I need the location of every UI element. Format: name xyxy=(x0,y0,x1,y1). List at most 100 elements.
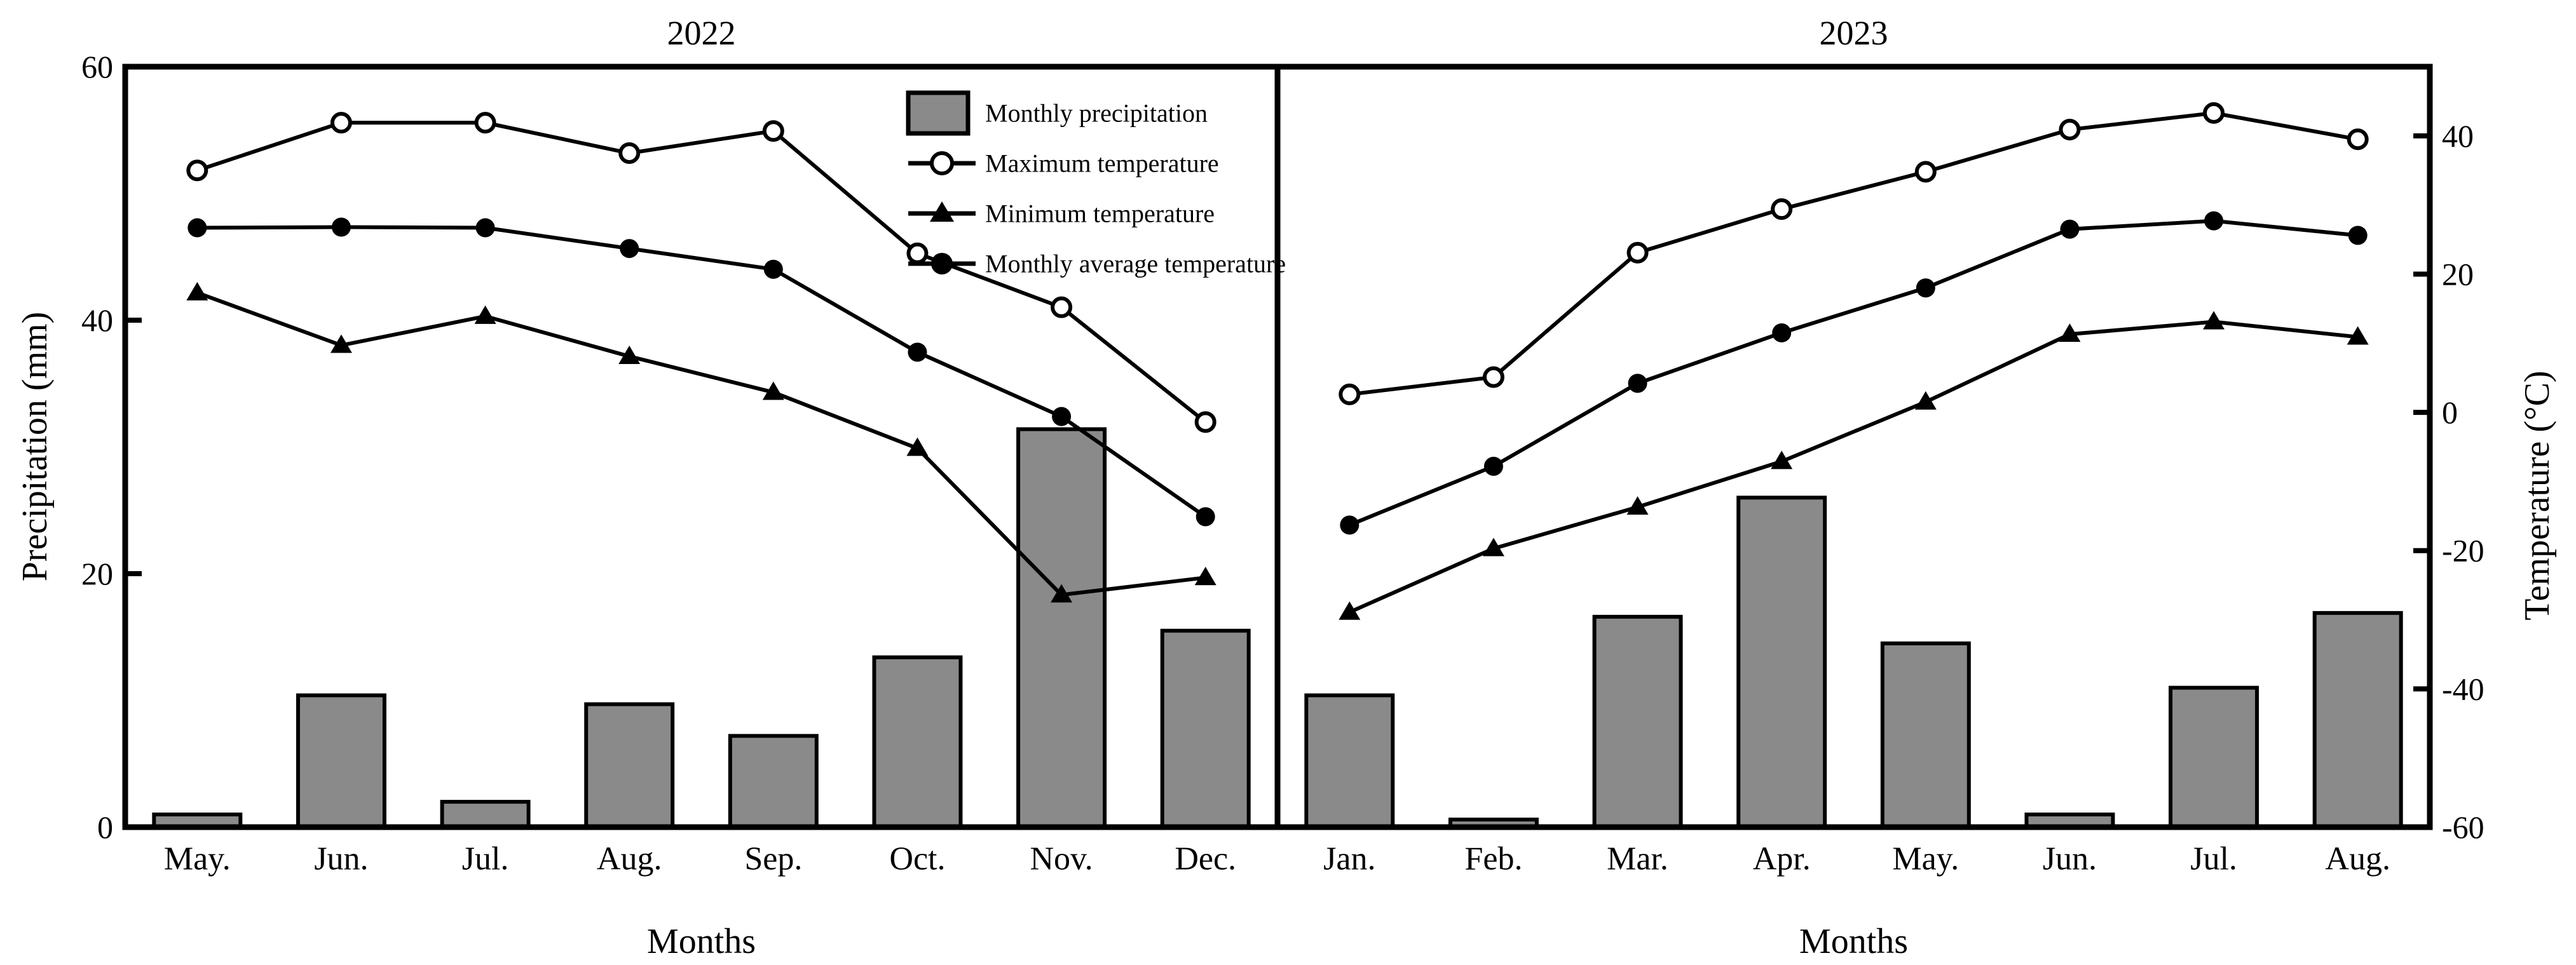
month-label: Feb. xyxy=(1464,841,1522,877)
maximum-temperature-marker-2023-Aug. xyxy=(2347,128,2369,151)
month-label: Jun. xyxy=(314,841,368,877)
maximum-temperature-marker-2023-Apr. xyxy=(1771,198,1793,220)
monthly-average-temperature-marker-2023-Apr. xyxy=(1772,323,1792,342)
month-label: May. xyxy=(1892,841,1959,877)
left-tick-label: 0 xyxy=(97,809,113,845)
maximum-temperature-marker-2022-Aug. xyxy=(618,142,641,165)
minimum-temperature-marker-2023-Jun. xyxy=(2059,323,2081,342)
right-tick-label: -60 xyxy=(2442,809,2484,845)
month-label: May. xyxy=(164,841,231,877)
right-tick-label: -20 xyxy=(2442,533,2484,569)
minimum-temperature-line-2023 xyxy=(1349,320,2359,614)
maximum-temperature-marker-2022-Dec. xyxy=(1194,411,1216,433)
precipitation-bar-2022-Sep. xyxy=(728,734,819,829)
monthly-average-temperature-marker-2023-Aug. xyxy=(2348,226,2368,245)
month-label: Aug. xyxy=(597,841,662,877)
minimum-temperature-marker-2022-Jun. xyxy=(330,334,352,353)
minimum-temperature-marker-2022-Nov. xyxy=(1051,584,1073,603)
maximum-temperature-marker-2022-Jul. xyxy=(474,112,496,134)
minimum-temperature-marker-2022-Jul. xyxy=(474,305,496,324)
x-axis-title: Months xyxy=(647,922,756,961)
month-label: Apr. xyxy=(1753,841,1811,877)
minimum-temperature-marker-2022-Sep. xyxy=(762,381,784,400)
precipitation-bar-2023-May. xyxy=(1880,641,1971,829)
left-tick-label: 20 xyxy=(81,556,113,591)
maximum-temperature-marker-2022-Nov. xyxy=(1051,296,1073,318)
maximum-temperature-marker-2023-Jun. xyxy=(2059,119,2081,141)
monthly-average-temperature-marker-2022-Jun. xyxy=(331,217,351,237)
maximum-temperature-marker-2022-Sep. xyxy=(762,120,784,142)
maximum-temperature-line-2022 xyxy=(196,121,1207,424)
right-tick-label: -40 xyxy=(2442,671,2484,706)
precipitation-bar-2023-Aug. xyxy=(2312,611,2403,829)
maximum-temperature-marker-2023-Feb. xyxy=(1482,366,1504,388)
panel-title: 2022 xyxy=(667,14,736,52)
monthly-average-temperature-marker-2023-May. xyxy=(1916,278,1935,298)
month-label: Jul. xyxy=(2190,841,2237,877)
month-label: Sep. xyxy=(744,841,802,877)
maximum-temperature-marker-2022-Jun. xyxy=(330,112,352,134)
maximum-temperature-marker-2022-Oct. xyxy=(906,242,929,264)
minimum-temperature-marker-2023-Jul. xyxy=(2203,311,2225,330)
minimum-temperature-marker-2023-Mar. xyxy=(1626,496,1649,515)
precipitation-bar-2022-Aug. xyxy=(584,702,675,829)
legend-bar-swatch xyxy=(906,90,971,136)
minimum-temperature-marker-2022-Aug. xyxy=(618,345,641,364)
monthly-average-temperature-marker-2022-Jul. xyxy=(475,218,495,238)
monthly-average-temperature-marker-2022-May. xyxy=(187,218,207,238)
monthly-average-temperature-marker-2023-Jul. xyxy=(2204,211,2224,231)
precipitation-bar-2023-Apr. xyxy=(1736,496,1827,829)
right-axis-title: Temperature (°C) xyxy=(2518,370,2557,620)
minimum-temperature-marker-2023-Apr. xyxy=(1771,450,1793,469)
month-label: Nov. xyxy=(1030,841,1093,877)
legend-label: Monthly precipitation xyxy=(985,99,1208,128)
right-tick-label: 0 xyxy=(2442,395,2458,430)
monthly-average-temperature-marker-2022-Aug. xyxy=(620,239,639,259)
month-label: Aug. xyxy=(2325,841,2390,877)
precipitation-bar-2023-Mar. xyxy=(1592,614,1683,830)
legend-label: Minimum temperature xyxy=(985,199,1215,228)
precipitation-bar-2023-Jan. xyxy=(1304,693,1395,830)
minimum-temperature-marker-2023-Aug. xyxy=(2347,326,2369,345)
maximum-temperature-marker-2022-May. xyxy=(186,159,208,182)
month-label: Jan. xyxy=(1323,841,1375,877)
monthly-average-temperature-marker-2023-Jun. xyxy=(2060,219,2080,239)
monthly-average-temperature-marker-2022-Sep. xyxy=(763,259,783,279)
maximum-temperature-marker-2023-Jan. xyxy=(1339,383,1361,405)
monthly-average-temperature-marker-2023-Feb. xyxy=(1483,456,1503,476)
x-axis-title: Months xyxy=(1799,922,1908,961)
maximum-temperature-marker-2023-May. xyxy=(1914,161,1937,183)
monthly-average-temperature-marker-2023-Mar. xyxy=(1628,374,1647,393)
left-tick-label: 60 xyxy=(81,49,113,84)
legend-triangle-icon xyxy=(930,201,954,222)
minimum-temperature-marker-2023-May. xyxy=(1914,391,1937,410)
minimum-temperature-line-2022 xyxy=(196,291,1206,597)
monthly-average-temperature-marker-2022-Dec. xyxy=(1196,507,1215,527)
precipitation-bar-2022-Nov. xyxy=(1016,427,1107,829)
minimum-temperature-marker-2022-Oct. xyxy=(906,437,929,456)
legend-filled-circle-icon xyxy=(931,253,953,274)
left-tick-label: 40 xyxy=(81,302,113,338)
monthly-average-temperature-line-2023 xyxy=(1349,219,2358,527)
maximum-temperature-marker-2023-Jul. xyxy=(2203,102,2225,124)
precipitation-bar-2022-Jul. xyxy=(440,800,531,829)
month-label: Jun. xyxy=(2043,841,2097,877)
panel-title: 2023 xyxy=(1820,14,1888,52)
precipitation-bar-2022-Dec. xyxy=(1160,628,1251,830)
precipitation-bar-2022-Jun. xyxy=(296,693,386,830)
minimum-temperature-marker-2022-May. xyxy=(186,281,208,300)
precipitation-bar-2022-Oct. xyxy=(872,655,963,830)
legend-label: Maximum temperature xyxy=(985,149,1219,178)
monthly-average-temperature-marker-2022-Nov. xyxy=(1052,407,1072,426)
minimum-temperature-marker-2023-Jan. xyxy=(1339,601,1361,620)
minimum-temperature-marker-2022-Dec. xyxy=(1194,567,1216,586)
legend-label: Monthly average temperature xyxy=(985,250,1286,278)
month-label: Mar. xyxy=(1607,841,1668,877)
precipitation-bar-2023-Jul. xyxy=(2169,685,2259,830)
right-tick-label: 40 xyxy=(2442,118,2474,154)
left-axis-title: Precipitation (mm) xyxy=(15,312,55,582)
monthly-average-temperature-marker-2023-Jan. xyxy=(1340,515,1360,535)
right-tick-label: 20 xyxy=(2442,256,2474,292)
